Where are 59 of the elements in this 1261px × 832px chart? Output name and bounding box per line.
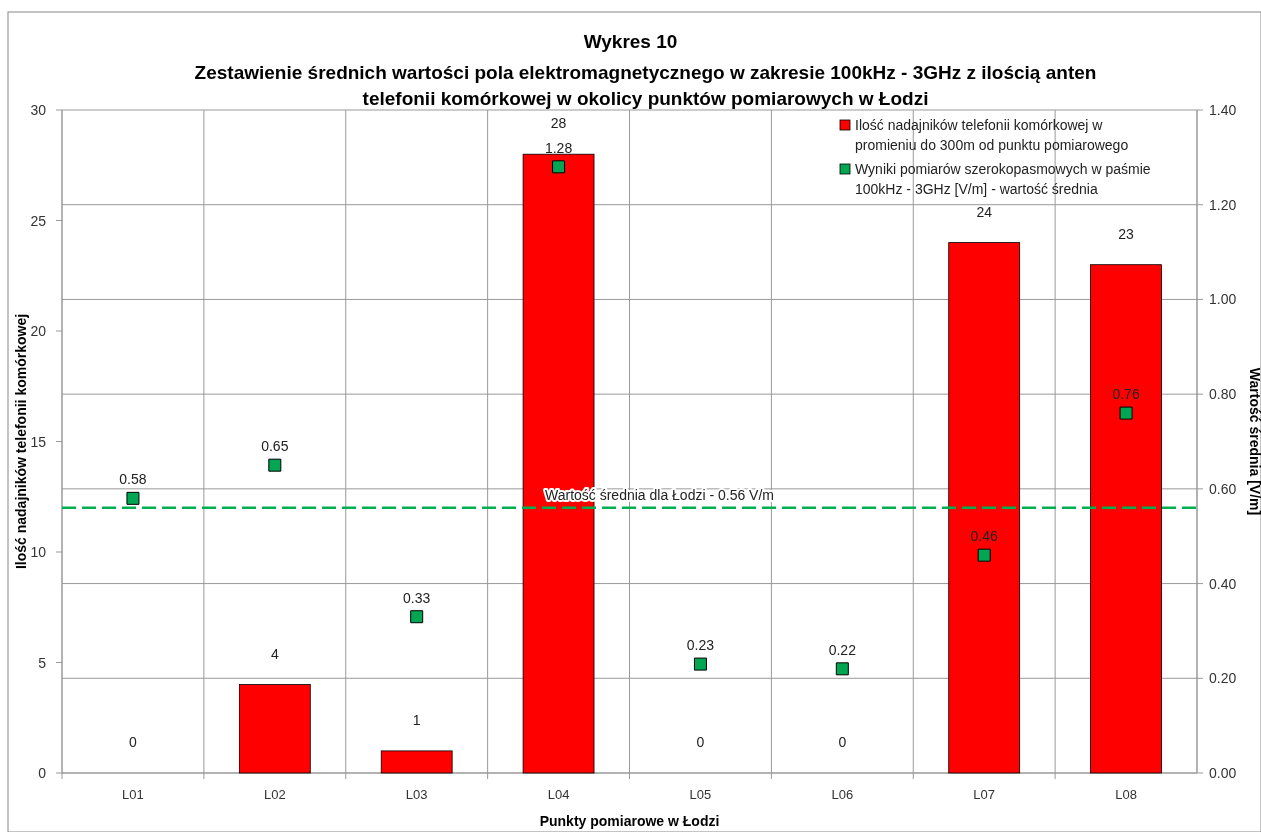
x-tick-label: L03 (405, 787, 428, 802)
x-tick-label: L08 (1115, 787, 1137, 802)
x-tick-label: L06 (831, 787, 854, 802)
point (1119, 406, 1133, 420)
point (552, 160, 566, 174)
data-label: 0.58 (119, 471, 147, 488)
data-label: 23 (1118, 225, 1135, 242)
point (693, 657, 707, 671)
x-tick-label: L01 (122, 787, 144, 802)
bar (948, 242, 1021, 774)
x-tick-label: L04 (547, 787, 570, 802)
data-label: 0 (838, 734, 847, 750)
point (268, 458, 282, 472)
data-label: 0.23 (686, 637, 715, 654)
data-label: 0.46 (970, 528, 999, 545)
data-label: 0.22 (828, 641, 857, 658)
data-label: 0.33 (403, 589, 431, 606)
point (835, 662, 849, 676)
data-label: 28 (550, 115, 567, 132)
chart-subtitle: Zestawienie średnich wartości pola elektromagnetycznego w zakresie 100kHz - 3GHz z ilością anten telefonii komórkowej w okolicy punktów pomiarowych w Łodzi (194, 62, 1097, 109)
y2-tick-label: 0.00 (1209, 765, 1237, 781)
x-tick-label: L07 (973, 787, 996, 802)
data-label: 1.28 (544, 139, 573, 156)
data-label: 0 (129, 734, 138, 750)
y-tick-label: 25 (30, 212, 47, 229)
y-tick-label: 15 (30, 433, 47, 450)
data-label: 4 (270, 645, 279, 662)
data-label: 1 (412, 711, 421, 728)
bar (522, 153, 595, 774)
legend-label: Wyniki pomiarów szerokopasmowych w paśmie 100kHz - 3GHz [V/m] - wartość średnia (855, 161, 1151, 197)
y2-tick-label: 0.60 (1209, 480, 1237, 497)
y2-tick-label: 0.40 (1209, 575, 1237, 592)
x-axis-title: Punkty pomiarowe w Łodzi (539, 813, 720, 829)
y-tick-label: 0 (38, 765, 47, 781)
point (126, 491, 140, 505)
bar (238, 684, 311, 774)
y2-tick-label: 0.80 (1209, 386, 1237, 403)
point (977, 548, 991, 562)
y2-tick-label: 1.40 (1209, 102, 1237, 118)
y-tick-label: 30 (30, 102, 47, 118)
data-label: 0.65 (261, 438, 289, 455)
y2-axis-title: Wartość średnia [V/m] (1247, 367, 1261, 516)
y-tick-label: 5 (38, 654, 47, 671)
data-label: 24 (976, 203, 993, 220)
data-label: 0.76 (1112, 386, 1140, 403)
chart-title: Wykres 10 (583, 31, 678, 52)
y-tick-label: 10 (30, 544, 47, 560)
y-tick-label: 20 (30, 323, 47, 339)
bar (380, 750, 453, 774)
bar (1090, 264, 1162, 774)
y2-tick-label: 0.20 (1209, 670, 1237, 687)
legend-label: Ilość nadajników telefonii komórkowej w promieniu do 300m od punktu pomiarowego (855, 117, 1129, 153)
y2-tick-label: 1.00 (1209, 291, 1237, 308)
y-axis-title: Ilość nadajników telefonii komórkowej (13, 313, 29, 570)
y2-tick-label: 1.20 (1209, 196, 1237, 213)
data-label: 0 (696, 734, 705, 750)
x-tick-label: L05 (689, 787, 712, 802)
x-tick-label: L02 (263, 787, 286, 802)
point (410, 610, 424, 624)
